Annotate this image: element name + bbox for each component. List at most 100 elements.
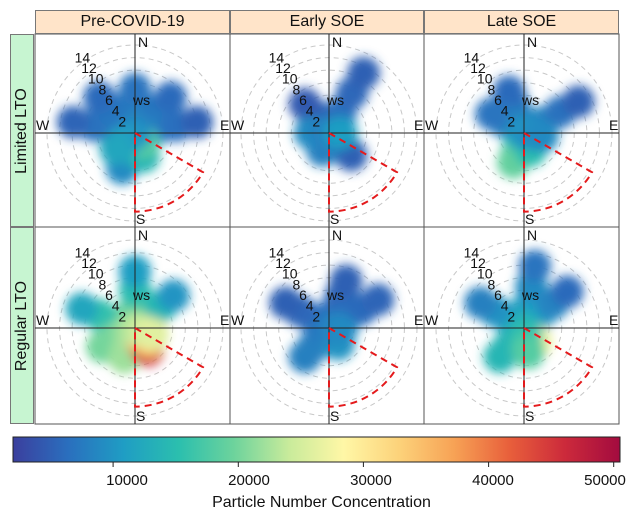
column-header-pre-covid: Pre-COVID-19 xyxy=(35,10,230,34)
radial-tick-label: 14 xyxy=(269,244,285,260)
compass-label-w: W xyxy=(231,117,245,133)
row-header-label: Regular LTO xyxy=(13,280,30,371)
radial-tick-label: 8 xyxy=(488,276,496,292)
column-header-label: Late SOE xyxy=(486,13,557,30)
compass-label-e: E xyxy=(414,312,423,328)
surface-blob xyxy=(492,75,526,109)
radial-tick-label: 10 xyxy=(282,71,298,87)
radial-tick-label: 4 xyxy=(112,103,120,119)
radial-axis-label: ws xyxy=(326,287,344,303)
radial-tick-label: 2 xyxy=(118,113,126,129)
surface-blob xyxy=(83,81,116,114)
compass-label-s: S xyxy=(136,211,145,227)
surface-blob xyxy=(474,97,508,131)
radial-tick-label: 4 xyxy=(501,298,509,314)
radial-tick-label: 14 xyxy=(464,244,480,260)
highlight-sector xyxy=(328,326,399,408)
radial-axis-label: ws xyxy=(132,287,150,303)
compass-label-w: W xyxy=(36,312,50,328)
surface-blob xyxy=(288,340,322,374)
radial-tick-label: 6 xyxy=(105,92,113,108)
column-header-label: Early SOE xyxy=(289,13,365,30)
surface-blob xyxy=(464,286,497,320)
surface-blob xyxy=(180,105,214,139)
compass-label-n: N xyxy=(332,227,342,243)
compass-label-e: E xyxy=(220,312,229,328)
radial-tick-label: 10 xyxy=(282,266,298,282)
surface-blob xyxy=(269,286,302,320)
concentration-surface xyxy=(269,264,395,374)
highlight-sector xyxy=(134,131,205,213)
compass-label-n: N xyxy=(332,34,342,50)
colorbar-tick-label: 50000 xyxy=(584,472,626,489)
compass-label-e: E xyxy=(609,117,618,133)
radial-tick-label: 4 xyxy=(501,103,509,119)
surface-blob xyxy=(136,318,170,351)
row-header-label: Limited LTO xyxy=(13,87,30,174)
radial-tick-label: 12 xyxy=(81,60,97,76)
compass-label-n: N xyxy=(138,34,148,50)
radial-tick-label: 8 xyxy=(293,276,301,292)
row-header-limited-lto: Limited LTO xyxy=(10,34,34,227)
compass-label-n: N xyxy=(527,227,537,243)
radial-tick-label: 14 xyxy=(75,244,91,260)
highlight-sector xyxy=(134,326,205,408)
compass-label-e: E xyxy=(414,117,423,133)
compass-label-s: S xyxy=(525,211,534,227)
compass-label-w: W xyxy=(425,312,439,328)
surface-blob xyxy=(157,279,190,313)
compass-label-s: S xyxy=(330,211,339,227)
radial-tick-label: 12 xyxy=(470,255,486,271)
highlight-sector xyxy=(328,131,399,213)
surface-blob xyxy=(512,336,545,370)
radial-tick-label: 8 xyxy=(99,81,107,97)
radial-tick-label: 10 xyxy=(88,71,104,87)
radial-tick-label: 2 xyxy=(118,308,126,324)
column-header-early-soe: Early SOE xyxy=(230,10,424,34)
radial-tick-label: 14 xyxy=(75,49,91,65)
surface-blob xyxy=(325,313,358,347)
radial-tick-label: 6 xyxy=(299,92,307,108)
compass-label-s: S xyxy=(525,408,534,424)
surface-blob xyxy=(329,264,363,298)
highlight-sector xyxy=(523,326,594,408)
radial-tick-label: 4 xyxy=(306,103,314,119)
concentration-surface xyxy=(474,75,595,179)
compass-label-w: W xyxy=(231,312,245,328)
radial-tick-label: 14 xyxy=(464,49,480,65)
radial-tick-label: 10 xyxy=(477,266,493,282)
radial-axis-label: ws xyxy=(326,92,344,108)
column-header-label: Pre-COVID-19 xyxy=(80,13,185,30)
surface-blob xyxy=(562,85,595,118)
radial-tick-label: 12 xyxy=(275,60,291,76)
compass-label-e: E xyxy=(220,117,229,133)
compass-label-w: W xyxy=(425,117,439,133)
radial-tick-label: 8 xyxy=(293,81,301,97)
surface-blob xyxy=(361,283,395,317)
highlight-sector xyxy=(523,131,594,213)
column-header-late-soe: Late SOE xyxy=(424,10,619,34)
surface-blob xyxy=(347,56,380,90)
radial-tick-label: 12 xyxy=(470,60,486,76)
colorbar xyxy=(12,436,621,463)
radial-tick-label: 6 xyxy=(105,287,113,303)
radial-tick-label: 4 xyxy=(306,298,314,314)
radial-tick-label: 10 xyxy=(88,266,104,282)
radial-tick-label: 12 xyxy=(81,255,97,271)
radial-tick-label: 2 xyxy=(507,113,515,129)
surface-blob xyxy=(154,81,187,114)
radial-tick-label: 2 xyxy=(312,113,320,129)
radial-tick-label: 8 xyxy=(99,276,107,292)
radial-tick-label: 6 xyxy=(494,287,502,303)
radial-tick-label: 6 xyxy=(494,92,502,108)
colorbar-tick-label: 20000 xyxy=(228,472,270,489)
compass-label-s: S xyxy=(330,408,339,424)
radial-tick-label: 8 xyxy=(488,81,496,97)
